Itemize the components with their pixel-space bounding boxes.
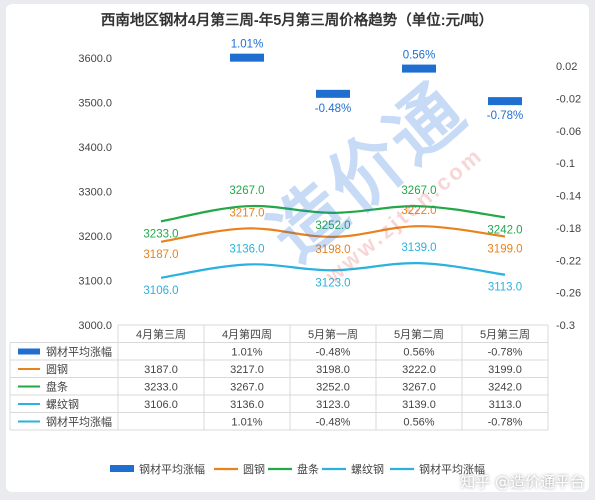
y-left-tick-label: 3500.0 bbox=[78, 98, 112, 110]
line-data-label: 3187.0 bbox=[143, 249, 178, 261]
line-data-label: 3267.0 bbox=[401, 185, 436, 197]
line-data-label: 3113.0 bbox=[488, 282, 522, 294]
table-cell: 3198.0 bbox=[316, 364, 350, 376]
y-axis-right: 0.02 -0.02 -0.06 -0.1 -0.14 -0.18 -0.22 -0.26 -0… bbox=[556, 61, 581, 332]
line-data-label: 3136.0 bbox=[229, 243, 264, 255]
x-tick-label: 5月第三周 bbox=[480, 327, 530, 341]
y-right-tick-label: 0.02 bbox=[556, 61, 577, 73]
table-cell: 3123.0 bbox=[316, 399, 350, 411]
table-cell: 3187.0 bbox=[144, 364, 178, 376]
table-cell: -0.78% bbox=[488, 347, 523, 359]
legend-label: 钢材平均涨幅 bbox=[139, 462, 205, 476]
table-row-marker bbox=[18, 348, 40, 355]
chart-card bbox=[6, 4, 589, 492]
bar-series: 1.01% -0.48% 0.56% -0.78% bbox=[230, 39, 523, 122]
footer-watermark: 知乎 @造价通平台 bbox=[460, 473, 585, 491]
bar-data-label: -0.48% bbox=[315, 103, 351, 115]
x-tick-label: 5月第一周 bbox=[308, 327, 358, 341]
x-tick-label: 5月第二周 bbox=[394, 327, 444, 341]
y-left-tick-label: 3000.0 bbox=[78, 320, 112, 332]
legend-label: 盘条 bbox=[297, 462, 319, 476]
table-row-name: 钢材平均涨幅 bbox=[46, 415, 112, 429]
line-series: 3187.0 3217.0 3198.0 3222.0 3199.0 3233.0 3267… bbox=[143, 185, 522, 297]
table-cell: 0.56% bbox=[403, 347, 434, 359]
y-right-tick-label: -0.22 bbox=[556, 255, 581, 267]
y-right-tick-label: -0.26 bbox=[556, 288, 581, 300]
bar-data-label: 1.01% bbox=[231, 39, 264, 51]
bar-data-label: 0.56% bbox=[403, 50, 436, 62]
y-right-tick-label: -0.3 bbox=[556, 320, 575, 332]
x-tick-label: 4月第四周 bbox=[222, 327, 272, 341]
bar-mark bbox=[402, 64, 436, 73]
bar-mark bbox=[316, 89, 350, 98]
chart-title: 西南地区钢材4月第三周-年5月第三周价格趋势（单位:元/吨） bbox=[101, 11, 493, 29]
table-cell: 3222.0 bbox=[402, 364, 436, 376]
table-row-name: 盘条 bbox=[46, 380, 68, 394]
bar-mark bbox=[488, 97, 522, 106]
table-row-name: 钢材平均涨幅 bbox=[46, 345, 112, 359]
table-cell: 3136.0 bbox=[230, 399, 264, 411]
line-data-label: 3222.0 bbox=[401, 205, 436, 217]
y-axis-left: 3000.0 3100.0 3200.0 3300.0 3400.0 3500.0 3600… bbox=[78, 53, 112, 332]
table-cell: 3267.0 bbox=[230, 382, 264, 394]
series-line bbox=[160, 262, 506, 279]
y-left-tick-label: 3300.0 bbox=[78, 187, 112, 199]
line-data-label: 3267.0 bbox=[229, 185, 264, 197]
legend-marker bbox=[110, 465, 134, 472]
table-cell: 3139.0 bbox=[402, 399, 436, 411]
y-right-tick-label: -0.14 bbox=[556, 191, 581, 203]
series-line bbox=[160, 204, 506, 223]
bar-data-label: -0.78% bbox=[487, 110, 523, 122]
table-cell: 3106.0 bbox=[144, 399, 178, 411]
line-data-label: 3233.0 bbox=[143, 228, 178, 240]
bar-mark bbox=[230, 53, 264, 62]
table-cell: 3217.0 bbox=[230, 364, 264, 376]
table-cell: 3242.0 bbox=[488, 382, 522, 394]
y-left-tick-label: 3400.0 bbox=[78, 142, 112, 154]
table-cell: 1.01% bbox=[231, 417, 262, 429]
line-data-label: 3199.0 bbox=[487, 243, 522, 255]
line-data-label: 3217.0 bbox=[229, 207, 264, 219]
line-data-label: 3198.0 bbox=[315, 244, 350, 256]
legend-label: 钢材平均涨幅 bbox=[419, 462, 485, 476]
line-data-label: 3139.0 bbox=[401, 242, 436, 254]
table-cell: -0.48% bbox=[316, 347, 351, 359]
y-right-tick-label: -0.06 bbox=[556, 126, 581, 138]
y-left-tick-label: 3200.0 bbox=[78, 231, 112, 243]
legend-label: 螺纹钢 bbox=[351, 462, 384, 476]
table-row-name: 圆钢 bbox=[46, 363, 68, 376]
y-left-tick-label: 3600.0 bbox=[78, 53, 112, 65]
table-cell: 3113.0 bbox=[489, 399, 522, 411]
series-line bbox=[160, 225, 506, 243]
x-tick-label: 4月第三周 bbox=[136, 327, 186, 341]
legend: 钢材平均涨幅 圆钢 盘条 螺纹钢 钢材平均涨幅 bbox=[110, 462, 485, 476]
table-cell: 3233.0 bbox=[144, 382, 178, 394]
table-row-name: 螺纹钢 bbox=[46, 397, 79, 411]
y-right-tick-label: -0.1 bbox=[556, 158, 575, 170]
table-cell: 3267.0 bbox=[402, 382, 436, 394]
y-left-tick-label: 3100.0 bbox=[78, 276, 112, 288]
line-data-label: 3106.0 bbox=[143, 285, 178, 297]
line-data-label: 3123.0 bbox=[315, 277, 350, 289]
y-right-tick-label: -0.18 bbox=[556, 223, 581, 235]
table-cell: 3252.0 bbox=[316, 382, 350, 394]
table-cell: 1.01% bbox=[231, 347, 262, 359]
table-cell: 3199.0 bbox=[488, 364, 522, 376]
legend-label: 圆钢 bbox=[243, 463, 265, 476]
table-cell: -0.78% bbox=[488, 417, 523, 429]
line-data-label: 3242.0 bbox=[487, 224, 522, 236]
y-right-tick-label: -0.02 bbox=[556, 93, 581, 105]
line-data-label: 3252.0 bbox=[315, 220, 350, 232]
table-cell: -0.48% bbox=[316, 417, 351, 429]
table-cell: 0.56% bbox=[403, 417, 434, 429]
